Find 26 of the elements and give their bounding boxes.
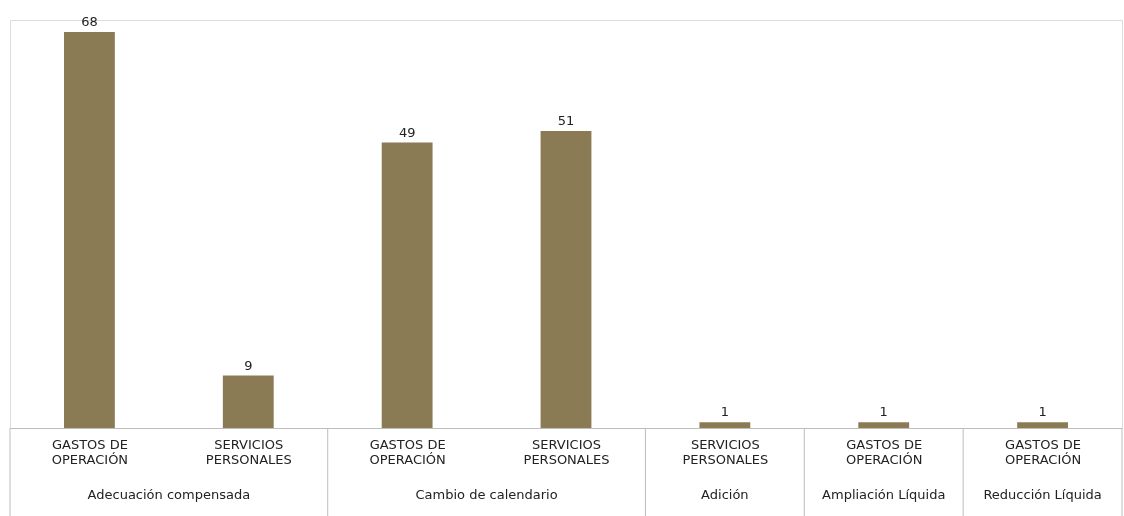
text: Adecuación compensada xyxy=(87,487,251,502)
bar xyxy=(1017,422,1068,428)
x-tick-label: SERVICIOS PERSONALES xyxy=(205,436,292,467)
x-tick-label: GASTOS DE OPERACIÓN xyxy=(846,436,923,467)
bar xyxy=(64,31,115,428)
bar xyxy=(381,142,433,428)
text: Ampliación Líquida xyxy=(822,487,946,502)
x-tick-label: SERVICIOS PERSONALES xyxy=(523,436,610,467)
data-label: 68 xyxy=(81,13,98,29)
bar xyxy=(699,422,751,428)
x-tick-label: SERVICIOS PERSONALES xyxy=(682,436,769,467)
data-label: 1 xyxy=(1038,404,1047,420)
bar xyxy=(858,422,910,428)
data-label: 51 xyxy=(557,112,575,128)
data-label: 1 xyxy=(879,404,888,420)
text: Adición xyxy=(701,487,749,502)
text: Cambio de calendario xyxy=(415,487,558,502)
x-tick-label: GASTOS DE OPERACIÓN xyxy=(369,436,446,467)
x-tick-label: GASTOS DE OPERACIÓN xyxy=(1004,436,1082,467)
data-label: 1 xyxy=(720,404,729,420)
x-tick-label: GASTOS DE OPERACIÓN xyxy=(51,436,129,467)
data-label: 9 xyxy=(244,357,253,373)
text: Reducción Líquida xyxy=(983,487,1102,502)
data-label: 49 xyxy=(398,124,416,140)
bar xyxy=(540,130,592,428)
bar xyxy=(222,375,274,428)
